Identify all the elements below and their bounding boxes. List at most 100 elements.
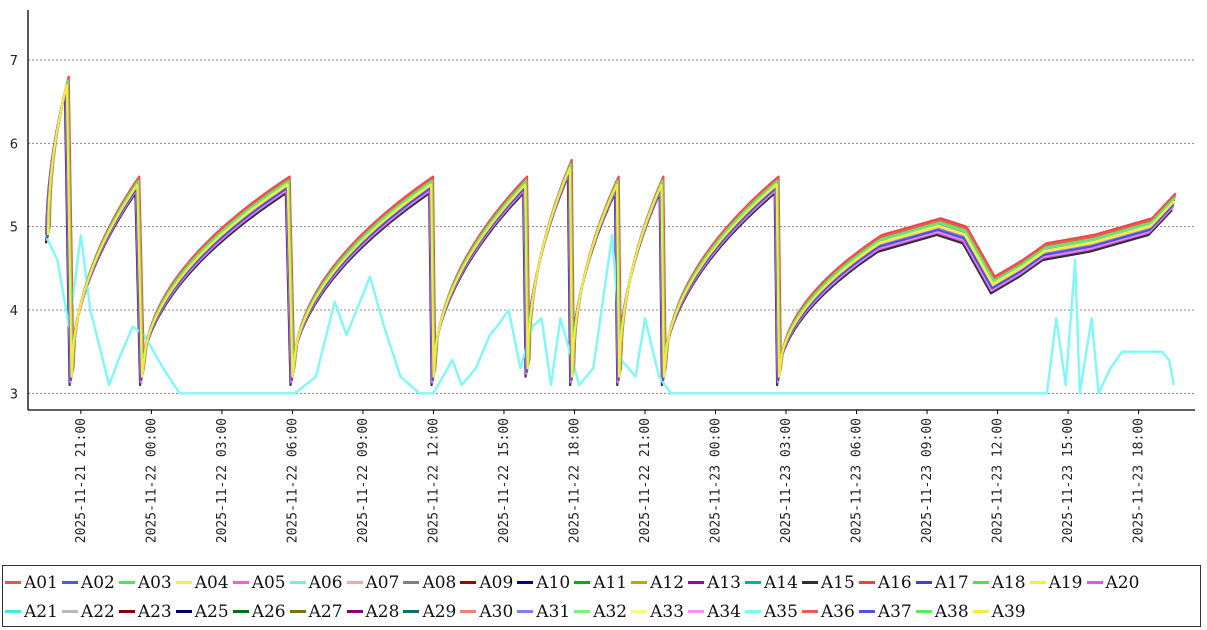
legend-item-a25: A25	[175, 597, 229, 626]
legend-label: A06	[308, 572, 343, 593]
legend-swatch	[744, 581, 761, 584]
legend-label: A31	[536, 601, 571, 622]
series-line-a19	[47, 82, 1176, 377]
legend-swatch	[688, 581, 705, 584]
legend-label: A12	[650, 572, 685, 593]
legend-item-a05: A05	[232, 568, 286, 597]
axes	[27, 10, 1195, 411]
legend-item-a04: A04	[175, 568, 229, 597]
legend-label: A19	[1048, 572, 1083, 593]
legend-swatch	[631, 610, 648, 613]
legend-item-a37: A37	[858, 597, 912, 626]
x-tick-label: 2025-11-22 15:00	[497, 418, 512, 543]
legend-item-a34: A34	[688, 597, 741, 626]
legend-label: A04	[194, 572, 229, 593]
legend-swatch	[175, 581, 192, 584]
x-tick-label: 2025-11-23 15:00	[1061, 418, 1076, 543]
legend-item-a07: A07	[346, 568, 400, 597]
legend-swatch	[517, 581, 534, 584]
legend: A01 A02 A03 A04 A05 A06 A07 A08 A09 A10 A11 A12 A13 A…	[2, 565, 1201, 627]
x-tick-label: 2025-11-22 12:00	[426, 418, 441, 543]
legend-swatch	[744, 610, 761, 613]
legend-swatch	[574, 581, 591, 584]
legend-label: A29	[422, 601, 457, 622]
legend-item-a19: A19	[1029, 568, 1083, 597]
series-line-a39	[46, 83, 1175, 378]
x-tick-labels: 2025-11-21 21:00 2025-11-22 00:00 2025-11-…	[74, 410, 1147, 543]
x-tick-label: 2025-11-22 18:00	[567, 418, 582, 543]
y-tick-label: 5	[10, 221, 18, 236]
legend-swatch	[346, 581, 363, 584]
x-tick-label: 2025-11-23 06:00	[850, 418, 865, 543]
legend-swatch	[858, 581, 875, 584]
legend-swatch	[801, 610, 818, 613]
legend-item-a38: A38	[915, 597, 969, 626]
legend-label: A10	[536, 572, 571, 593]
legend-swatch	[631, 581, 648, 584]
series-line-a16	[48, 75, 1177, 370]
series-line-a33	[47, 83, 1175, 377]
legend-label: A21	[24, 601, 58, 622]
y-tick-label: 6	[10, 137, 18, 152]
legend-label: A37	[877, 601, 912, 622]
legend-swatch	[175, 610, 192, 613]
legend-label: A11	[593, 572, 628, 593]
legend-label: A20	[1105, 572, 1140, 593]
legend-item-a11: A11	[574, 568, 627, 597]
y-tick-label: 4	[10, 304, 18, 319]
legend-item-a13: A13	[688, 568, 741, 597]
legend-swatch	[460, 610, 477, 613]
legend-item-a23: A23	[118, 597, 172, 626]
legend-label: A30	[479, 601, 514, 622]
series-line-a36	[48, 77, 1177, 372]
legend-swatch	[801, 581, 818, 584]
x-tick-label: 2025-11-23 18:00	[1132, 418, 1147, 543]
series-line-a11	[46, 83, 1175, 378]
legend-label: A01	[24, 572, 58, 593]
legend-swatch	[118, 581, 135, 584]
series-line-a18	[48, 78, 1177, 372]
legend-label: A16	[877, 572, 912, 593]
legend-swatch	[1086, 581, 1103, 584]
legend-item-a02: A02	[61, 568, 115, 597]
legend-item-a17: A17	[915, 568, 969, 597]
legend-swatch	[574, 610, 591, 613]
legend-label: A32	[593, 601, 628, 622]
legend-swatch	[972, 581, 989, 584]
legend-item-a20: A20	[1086, 568, 1140, 597]
legend-swatch	[118, 610, 135, 613]
legend-label: A02	[80, 572, 115, 593]
legend-item-a01: A01	[5, 568, 58, 597]
legend-label: A18	[991, 572, 1026, 593]
legend-label: A25	[194, 601, 229, 622]
legend-swatch	[403, 610, 420, 613]
x-tick-label: 2025-11-21 21:00	[74, 418, 89, 543]
legend-item-a39: A39	[972, 597, 1026, 626]
legend-label: A17	[934, 572, 969, 593]
legend-swatch	[517, 610, 534, 613]
y-tick-labels: 3 4 5 6 7	[10, 54, 18, 402]
legend-swatch	[5, 610, 21, 613]
legend-item-a03: A03	[118, 568, 172, 597]
legend-label: A07	[365, 572, 400, 593]
x-tick-label: 2025-11-22 03:00	[215, 418, 230, 543]
series-line-a32	[47, 80, 1176, 375]
legend-item-a12: A12	[631, 568, 684, 597]
legend-swatch	[972, 610, 989, 613]
y-tick-label: 3	[10, 387, 18, 402]
x-tick-label: 2025-11-22 09:00	[356, 418, 371, 543]
legend-swatch	[460, 581, 477, 584]
legend-item-a10: A10	[517, 568, 570, 597]
legend-item-a36: A36	[801, 597, 855, 626]
legend-label: A39	[991, 601, 1026, 622]
legend-swatch	[915, 610, 932, 613]
legend-label: A15	[820, 572, 855, 593]
x-tick-label: 2025-11-22 21:00	[638, 418, 653, 543]
legend-label: A38	[934, 601, 969, 622]
legend-item-a06: A06	[289, 568, 343, 597]
series-line-a35	[44, 233, 1175, 395]
legend-swatch	[289, 581, 306, 584]
legend-label: A33	[650, 601, 685, 622]
legend-swatch	[61, 581, 78, 584]
series-line-a28	[47, 82, 1176, 377]
